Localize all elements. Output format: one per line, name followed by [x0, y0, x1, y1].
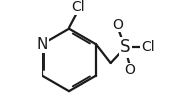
Text: S: S: [120, 38, 130, 56]
Text: Cl: Cl: [141, 40, 155, 54]
Text: Cl: Cl: [72, 0, 85, 14]
Text: O: O: [112, 17, 123, 31]
Text: O: O: [124, 63, 135, 77]
Text: N: N: [36, 37, 48, 52]
